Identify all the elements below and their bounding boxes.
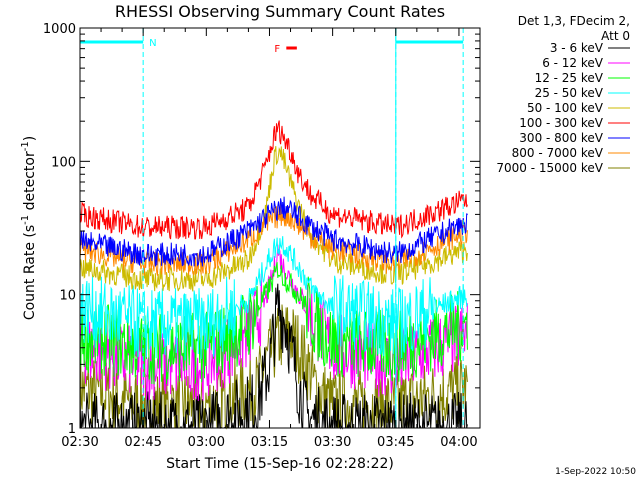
series-line-4 — [79, 146, 468, 292]
legend-label-8: 7000 - 15000 keV — [496, 161, 603, 175]
x-tick-label-5: 03:45 — [377, 435, 414, 450]
series-line-3 — [79, 236, 468, 361]
legend-label-7: 800 - 7000 keV — [512, 146, 604, 160]
legend-label-4: 50 - 100 keV — [527, 101, 604, 115]
series-line-5 — [79, 120, 468, 240]
legend-header-0: Det 1,3, FDecim 2, — [518, 14, 630, 28]
legend-header-1: Att 0 — [601, 29, 630, 43]
y-tick-label-3: 1000 — [43, 22, 76, 37]
legend-label-2: 12 - 25 keV — [535, 71, 604, 85]
x-tick-label-3: 03:15 — [251, 435, 288, 450]
x-tick-label-1: 02:45 — [124, 435, 161, 450]
flag-label-2: F — [274, 44, 280, 55]
x-tick-label-0: 02:30 — [61, 435, 98, 450]
flag-label-0: N — [149, 38, 156, 49]
series-group — [79, 120, 468, 430]
x-tick-label-2: 03:00 — [188, 435, 225, 450]
x-axis-label: Start Time (15-Sep-16 02:28:22) — [166, 456, 394, 472]
flag-bars: NF — [80, 38, 464, 55]
series-line-6 — [79, 196, 468, 267]
y-tick-label-0: 1 — [68, 422, 76, 437]
legend-label-3: 25 - 50 keV — [535, 86, 604, 100]
night-boundaries — [142, 28, 464, 428]
chart-title: RHESSI Observing Summary Count Rates — [115, 2, 445, 21]
series-line-2 — [79, 262, 468, 385]
y-tick-label-1: 10 — [59, 289, 76, 304]
legend-label-0: 3 - 6 keV — [550, 41, 604, 55]
legend-label-6: 300 - 800 keV — [519, 131, 603, 145]
series-line-8 — [79, 304, 468, 430]
y-axis-label: Count Rate (s-1 detector-1) — [20, 136, 38, 320]
legend-label-1: 6 - 12 keV — [542, 56, 604, 70]
x-tick-label-6: 04:00 — [440, 435, 477, 450]
y-tick-label-2: 100 — [51, 155, 76, 170]
timestamp: 1-Sep-2022 10:50 — [555, 467, 636, 477]
axis-ticks: 02:30 02:45 03:00 03:15 03:30 03:45 04:00 1 10 10… — [43, 22, 480, 450]
x-tick-label-4: 03:30 — [314, 435, 351, 450]
legend-label-5: 100 - 300 keV — [519, 116, 603, 130]
plot-frame — [79, 27, 481, 429]
